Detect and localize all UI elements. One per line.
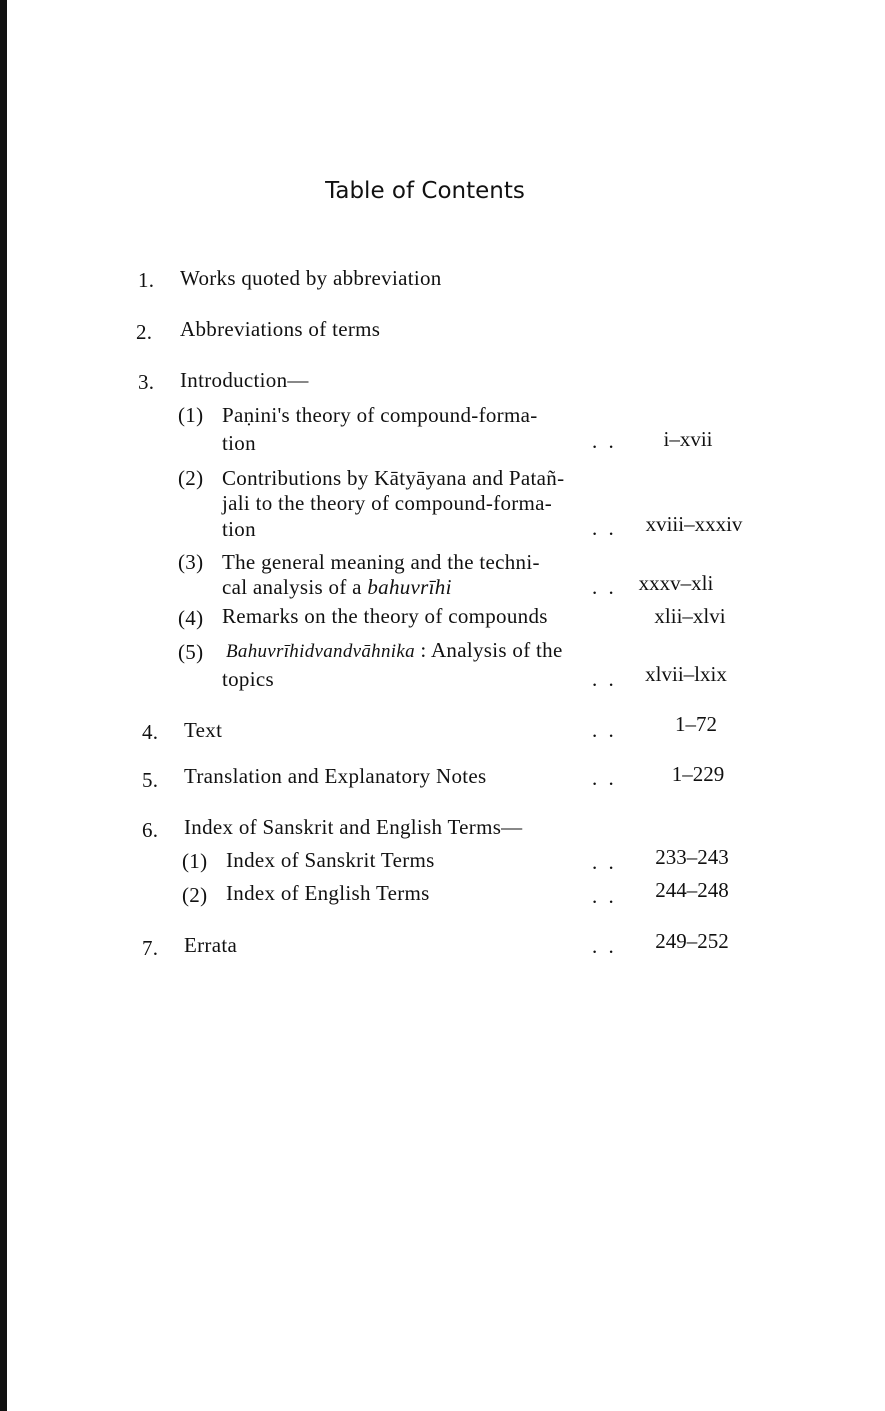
leader-dots: . . [592, 934, 617, 958]
entry-label: Errata [184, 933, 238, 957]
sanskrit-term: Bahuvrīhidvandvāhnika [226, 641, 415, 662]
sub-label: Paṇini's theory of compound-forma- [222, 403, 538, 427]
page-range: xlvii–lxix [645, 662, 727, 686]
page-title: Table of Contents [325, 178, 525, 204]
sub-label: cal analysis of a bahuvrīhi [222, 575, 452, 600]
page-range: i–xvii [663, 427, 713, 451]
entry-number: 2. [136, 320, 153, 344]
entry-label: Index of Sanskrit and English Terms— [184, 815, 523, 839]
sub-number: (4) [178, 606, 204, 630]
sub-label: jali to the theory of compound-forma- [222, 491, 553, 515]
entry-number: 1. [138, 268, 155, 292]
sub-label: topics [222, 667, 274, 691]
leader-dots: . . [592, 667, 617, 691]
page-range: xxxv–xli [638, 571, 714, 595]
entry-label: Introduction— [180, 368, 309, 392]
sub-label: Index of English Terms [226, 881, 430, 905]
sub-number: (1) [182, 849, 208, 873]
leader-dots: . . [592, 718, 617, 742]
sub-label: Bahuvrīhidvandvāhnika : Analysis of the [226, 638, 563, 663]
entry-label: Translation and Explanatory Notes [184, 764, 487, 788]
entry-number: 6. [142, 818, 159, 842]
sub-number: (2) [182, 883, 208, 907]
sub-label-text: cal analysis of a [222, 575, 368, 599]
entry-number: 4. [142, 720, 159, 744]
sub-label: The general meaning and the techni- [222, 550, 540, 574]
leader-dots: . . [592, 429, 617, 453]
leader-dots: . . [592, 884, 617, 908]
sub-number: (3) [178, 550, 204, 574]
sub-label-text: : Analysis of the [414, 638, 563, 662]
leader-dots: . . [592, 766, 617, 790]
entry-label: Text [184, 718, 223, 742]
sub-label: tion [222, 431, 256, 455]
sub-label: Remarks on the theory of compounds [222, 604, 548, 628]
sub-label: tion [222, 517, 256, 541]
sub-number: (5) [178, 640, 204, 664]
sub-label: Index of Sanskrit Terms [226, 848, 435, 872]
page-range: 1–229 [671, 762, 725, 786]
entry-number: 7. [142, 936, 159, 960]
entry-number: 3. [138, 370, 155, 394]
page-range: 244–248 [655, 878, 729, 902]
page-range: 249–252 [655, 929, 729, 953]
entry-label: Works quoted by abbreviation [180, 266, 442, 290]
page-range: xlii–xlvi [654, 604, 726, 628]
leader-dots: . . [592, 516, 617, 540]
sub-number: (1) [178, 403, 204, 427]
sanskrit-term: bahuvrīhi [367, 575, 452, 599]
sub-label: Contributions by Kātyāyana and Patañ- [222, 466, 565, 490]
entry-number: 5. [142, 768, 159, 792]
sub-number: (2) [178, 466, 204, 490]
entry-label: Abbreviations of terms [180, 317, 381, 341]
page-range: 233–243 [655, 845, 729, 869]
leader-dots: . . [592, 575, 617, 599]
page-range: 1–72 [675, 712, 717, 736]
leader-dots: . . [592, 850, 617, 874]
page-range: xviii–xxxiv [645, 512, 743, 536]
scan-edge [0, 0, 7, 1411]
